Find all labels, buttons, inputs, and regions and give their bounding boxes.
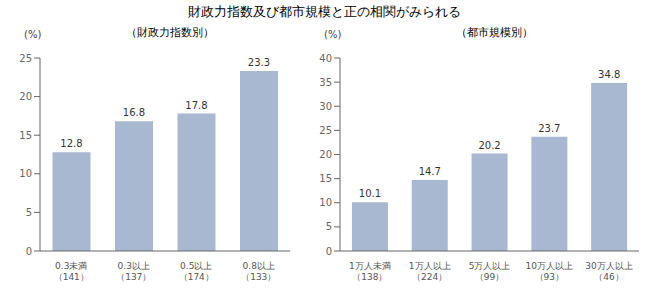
html-text:（都市規模別）: （都市規模別） [456,26,533,39]
svg-text:5: 5 [326,221,332,232]
svg-text:12.8: 12.8 [60,138,82,149]
svg-text:1万人以上（224）: 1万人以上（224） [409,261,451,282]
svg-text:0.5以上（174）: 0.5以上（174） [179,261,214,282]
svg-text:30万人以上（46）: 30万人以上（46） [585,261,632,282]
svg-text:25: 25 [319,125,332,136]
svg-text:30: 30 [319,101,332,112]
svg-text:10万人以上（93）: 10万人以上（93） [526,261,573,282]
svg-text:0.3未満（141）: 0.3未満（141） [54,261,89,282]
svg-text:25: 25 [19,53,32,64]
svg-text:40: 40 [319,53,332,64]
svg-text:0.8以上（133）: 0.8以上（133） [241,261,276,282]
svg-text:5: 5 [26,207,32,218]
svg-text:20: 20 [319,149,332,160]
svg-text:17.8: 17.8 [185,100,207,111]
svg-text:15: 15 [19,130,32,141]
svg-text:10: 10 [19,168,32,179]
svg-text:0: 0 [326,246,332,257]
svg-text:1万人未満（138）: 1万人未満（138） [349,261,391,282]
svg-text:34.8: 34.8 [598,69,620,80]
svg-text:10.1: 10.1 [359,188,381,199]
svg-text:23.7: 23.7 [538,123,560,134]
svg-text:10: 10 [319,197,332,208]
svg-text:15: 15 [319,173,332,184]
svg-text:20.2: 20.2 [478,140,500,151]
svg-text:23.3: 23.3 [248,57,270,68]
html-text:（財政力指数別）: （財政力指数別） [126,26,214,39]
svg-text:16.8: 16.8 [123,107,145,118]
html-text:財政力指数及び都市規模と正の相関がみられる: 財政力指数及び都市規模と正の相関がみられる [188,4,461,19]
svg-text:0.3以上（137）: 0.3以上（137） [116,261,151,282]
svg-text:0: 0 [26,246,32,257]
svg-text:35: 35 [319,77,332,88]
svg-text:20: 20 [19,91,32,102]
svg-text:14.7: 14.7 [419,166,441,177]
svg-text:5万人以上（99）: 5万人以上（99） [469,261,511,282]
